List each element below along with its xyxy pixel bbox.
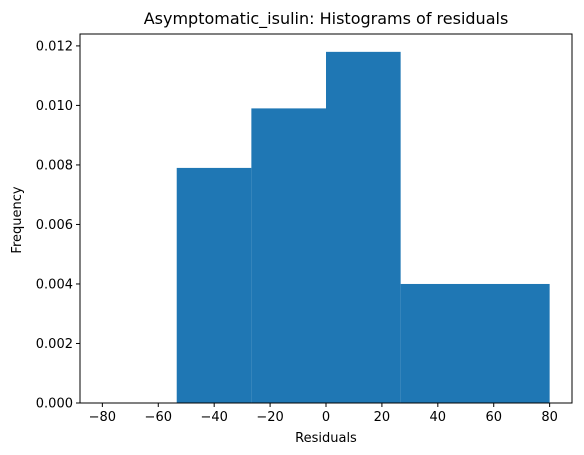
x-tick-label: −40 [200, 410, 227, 425]
x-tick-label: 0 [322, 410, 330, 425]
x-axis-ticks: −80 −60 −40 −20 0 20 40 60 80 [89, 403, 558, 425]
x-tick-label: −60 [145, 410, 172, 425]
histogram-bar [326, 51, 401, 404]
x-tick-label: −80 [89, 410, 116, 425]
x-tick-label: 60 [485, 410, 502, 425]
x-axis-label: Residuals [295, 431, 357, 446]
chart-title: Asymptomatic_isulin: Histograms of resid… [144, 9, 509, 29]
y-tick-label: 0.006 [36, 218, 73, 233]
histogram-bar [176, 167, 252, 403]
histogram-bar [251, 108, 326, 403]
histogram-bar [400, 283, 550, 403]
y-tick-label: 0.002 [36, 337, 73, 352]
x-tick-label: 20 [374, 410, 391, 425]
y-tick-label: 0.004 [36, 277, 73, 292]
y-axis-ticks: 0.000 0.002 0.004 0.006 0.008 0.010 0.012 [36, 39, 80, 412]
y-tick-label: 0.012 [36, 39, 73, 54]
x-tick-label: 40 [430, 410, 447, 425]
plot-area-frame [79, 33, 573, 404]
y-tick-label: 0.000 [36, 397, 73, 412]
y-axis-label: Frequency [10, 186, 25, 253]
y-tick-label: 0.010 [36, 99, 73, 114]
x-tick-label: −20 [256, 410, 283, 425]
y-tick-label: 0.008 [36, 158, 73, 173]
histogram-bars [176, 51, 550, 404]
x-tick-label: 80 [541, 410, 558, 425]
